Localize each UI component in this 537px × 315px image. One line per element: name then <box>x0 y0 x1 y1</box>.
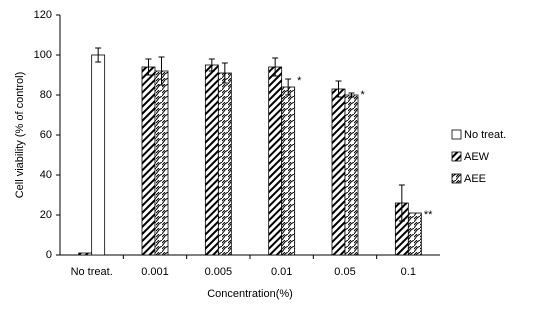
y-axis-label: Cell viability (% of control) <box>14 72 26 199</box>
bar <box>268 66 283 256</box>
legend-label: No treat. <box>464 129 506 141</box>
legend-label: AEW <box>464 151 490 163</box>
bar <box>154 70 169 256</box>
error-bar <box>272 57 279 77</box>
legend-label: AEE <box>464 173 486 185</box>
y-tick-label: 20 <box>40 209 52 221</box>
bar <box>141 66 156 256</box>
significance-marker: * <box>361 89 366 101</box>
x-tick-label: 0.01 <box>271 266 292 278</box>
error-bar <box>398 184 405 222</box>
y-tick-label: 100 <box>34 49 52 61</box>
error-bar <box>285 78 292 96</box>
x-tick-label: 0.001 <box>141 266 169 278</box>
bar <box>217 72 232 256</box>
y-tick-label: 120 <box>34 9 52 21</box>
x-tick-label: No treat. <box>71 266 113 278</box>
error-bar <box>221 62 228 84</box>
error-bar <box>145 58 152 76</box>
bar <box>281 86 296 256</box>
significance-marker: ** <box>424 209 433 221</box>
x-axis-label: Concentration(%) <box>207 288 293 300</box>
bar <box>344 94 359 256</box>
bar <box>91 54 106 256</box>
error-bar <box>335 80 342 98</box>
bar <box>331 88 346 256</box>
x-tick-label: 0.005 <box>205 266 233 278</box>
legend-swatch <box>451 151 462 162</box>
bar <box>204 64 219 256</box>
bar <box>78 252 93 256</box>
x-tick-label: 0.1 <box>401 266 416 278</box>
significance-marker: * <box>297 75 302 87</box>
x-tick-label: 0.05 <box>334 266 355 278</box>
y-tick-label: 60 <box>40 129 52 141</box>
bar <box>407 212 422 256</box>
y-tick-label: 80 <box>40 89 52 101</box>
error-bar <box>95 47 102 63</box>
error-bar <box>158 56 165 86</box>
legend-swatch <box>451 173 462 184</box>
y-tick-label: 0 <box>46 249 52 261</box>
legend-swatch <box>451 129 462 140</box>
error-bar <box>208 58 215 72</box>
error-bar <box>348 92 355 98</box>
y-tick-label: 40 <box>40 169 52 181</box>
